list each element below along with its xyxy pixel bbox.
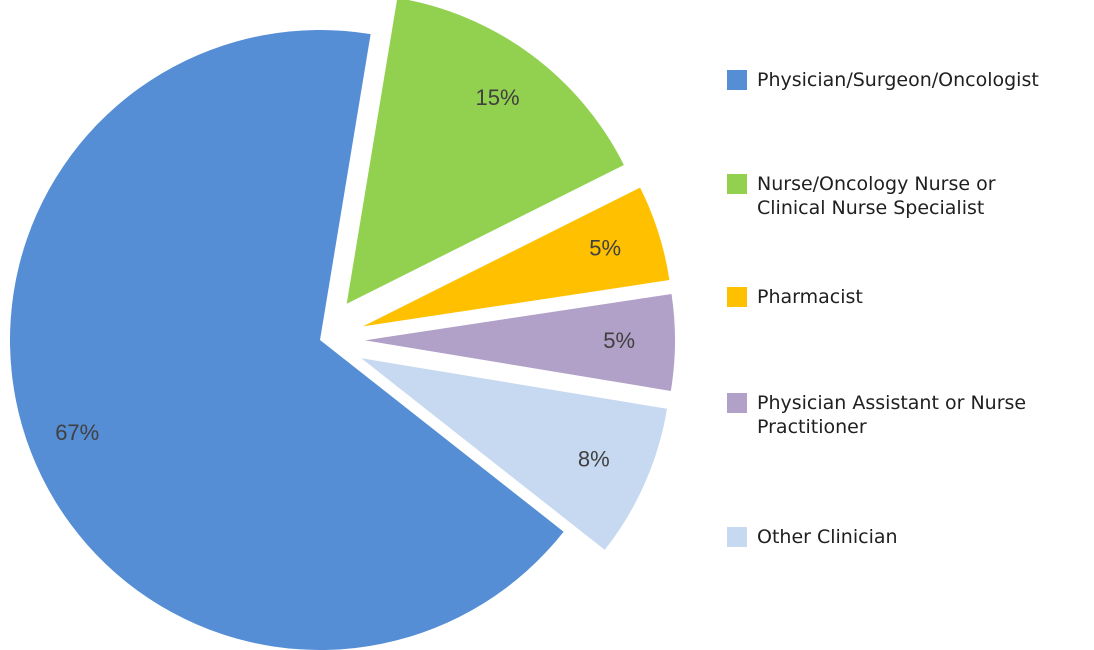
legend-label: Physician/Surgeon/Oncologist [757,69,1039,91]
legend-swatch [727,287,747,307]
data-label: 8% [578,447,610,472]
data-label: 67% [55,420,99,445]
chart: 15% 5% 5% 8% 67% [10,0,675,650]
legend-item: Physician/Surgeon/Oncologist [727,68,1094,92]
data-label: 15% [476,85,520,110]
pie-slice [10,30,564,650]
pie-slice [361,358,668,550]
legend-label: Other Clinician [757,526,898,548]
legend-label: Physician Assistant or Nurse Practitione… [757,392,1027,438]
legend-swatch [727,393,747,413]
legend-swatch [727,70,747,90]
legend-item: Nurse/Oncology Nurse or Clinical Nurse S… [727,172,1017,220]
legend-item: Other Clinician [727,525,1094,549]
pie-slice [346,0,624,304]
legend-item: Physician Assistant or Nurse Practitione… [727,391,1057,439]
legend-label: Nurse/Oncology Nurse or Clinical Nurse S… [757,173,996,219]
data-label: 5% [589,235,621,260]
data-label: 5% [603,328,635,353]
pie-slice [364,293,675,391]
legend-item: Pharmacist [727,285,1094,309]
pie-slice [362,187,670,327]
legend-label: Pharmacist [757,286,863,308]
legend-swatch [727,174,747,194]
legend-swatch [727,527,747,547]
